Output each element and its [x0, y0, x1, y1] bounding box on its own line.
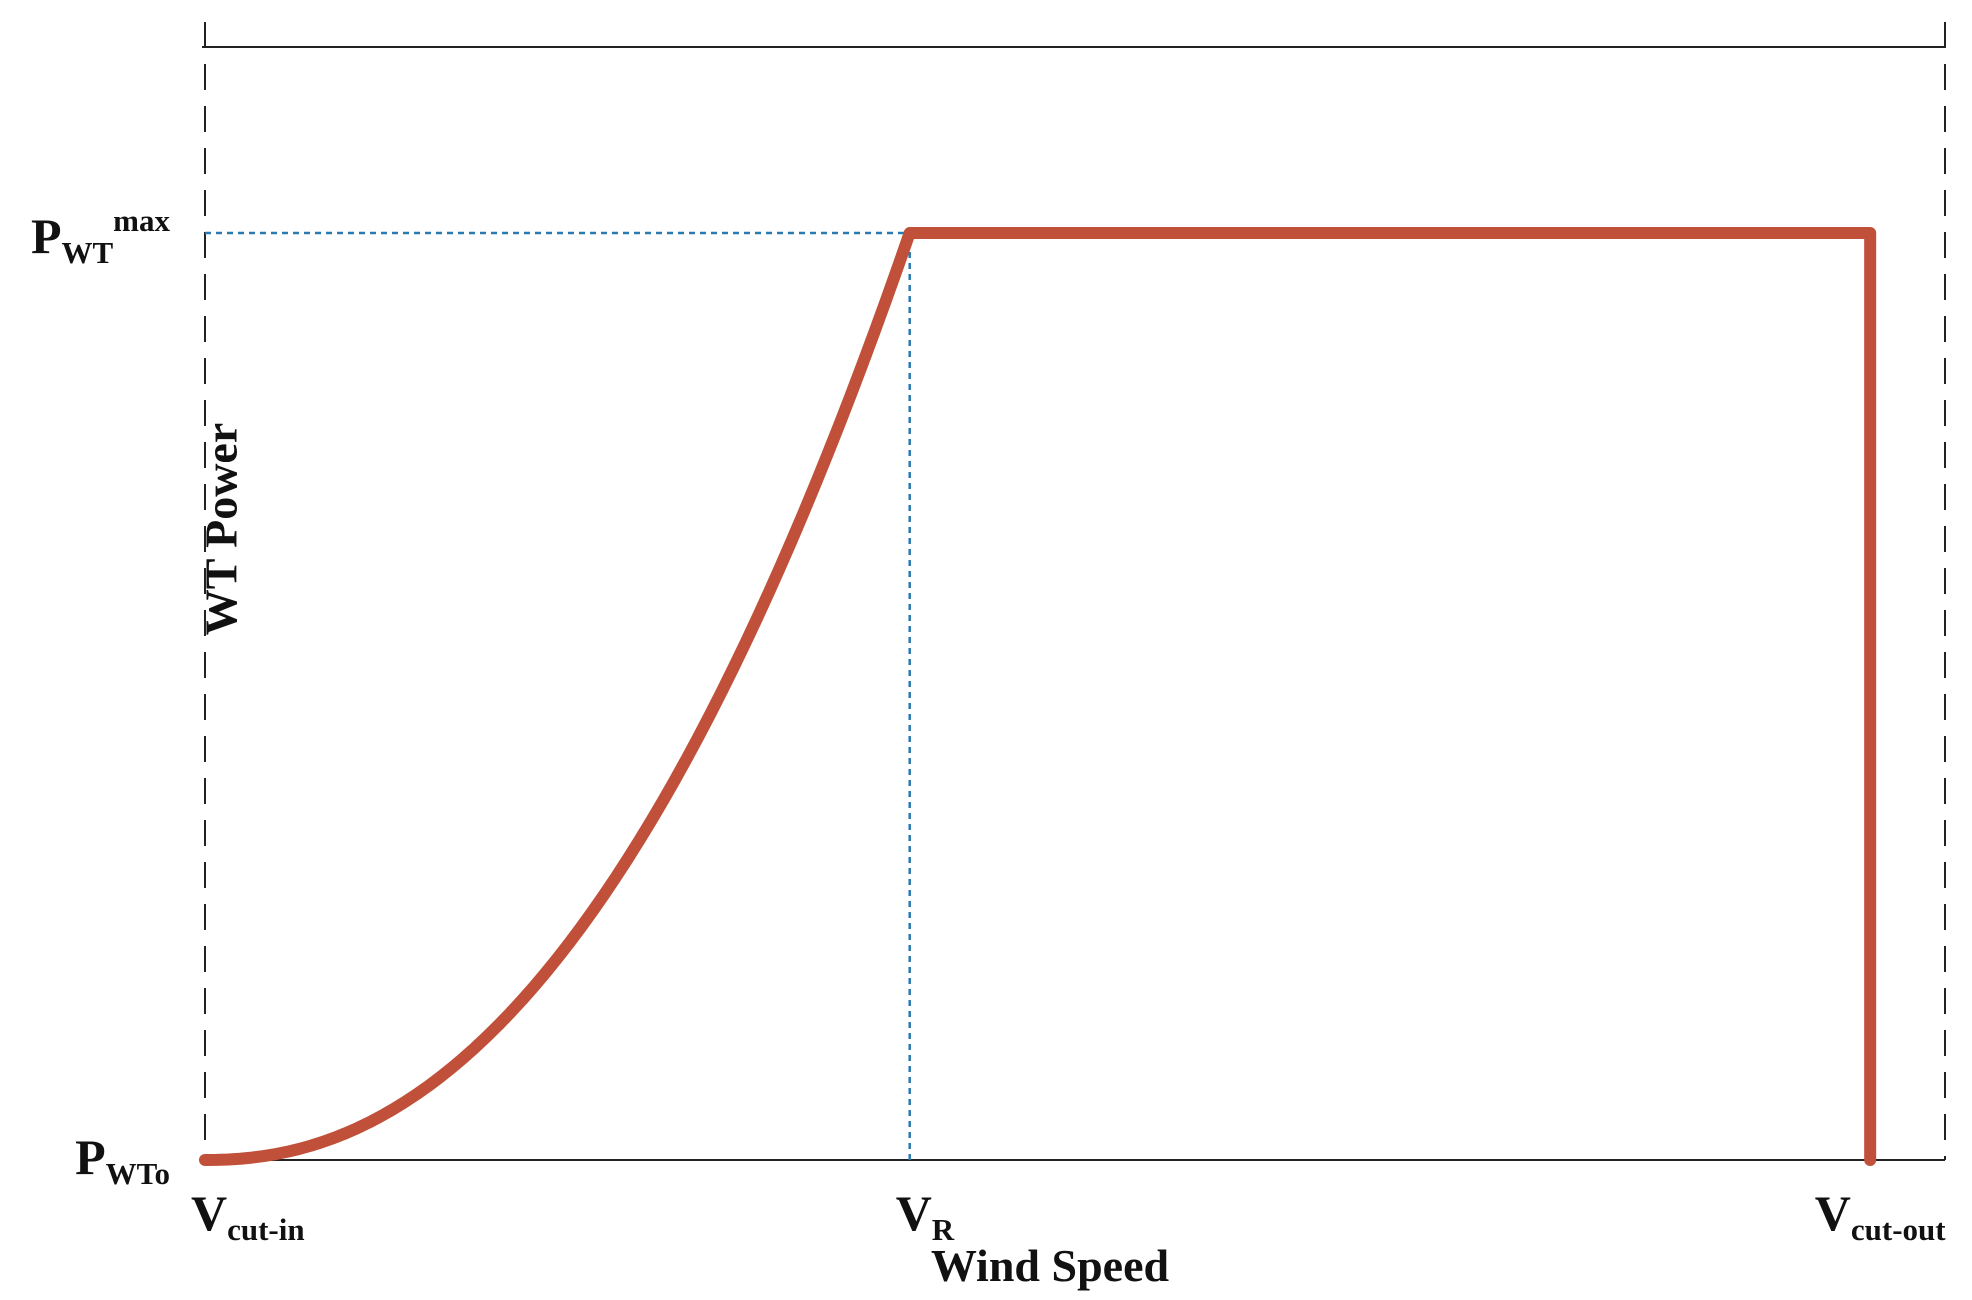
series-group	[199, 227, 1877, 1166]
tick-label-subscript: WT	[61, 235, 114, 270]
x-tick-label-vr: VR	[896, 1188, 955, 1245]
x-tick-label-vcutout: Vcut-out	[1815, 1188, 1946, 1245]
tick-label-main: V	[895, 1185, 932, 1241]
tick-label-subscript: cut-in	[227, 1212, 305, 1247]
reference-lines-group	[205, 231, 911, 1160]
y-tick-label-p0: PWTo	[75, 1132, 170, 1189]
tick-label-superscript: max	[113, 203, 170, 238]
y-axis-label: WT Power	[195, 422, 247, 635]
x-tick-label-vcutin: Vcut-in	[191, 1188, 305, 1245]
tick-label-main: P	[75, 1129, 106, 1185]
tick-label-subscript: WTo	[105, 1156, 170, 1191]
tick-label-main: P	[30, 208, 62, 264]
power-curve-line	[199, 227, 1877, 1166]
tick-label-main: V	[1814, 1185, 1851, 1241]
tick-label-subscript: R	[931, 1212, 955, 1247]
x-axis-label: Wind Speed	[930, 1240, 1170, 1291]
y-tick-label-pmax: PWTmax	[31, 205, 170, 268]
tick-label-main: V	[191, 1185, 228, 1241]
tick-label-subscript: cut-out	[1850, 1212, 1946, 1247]
